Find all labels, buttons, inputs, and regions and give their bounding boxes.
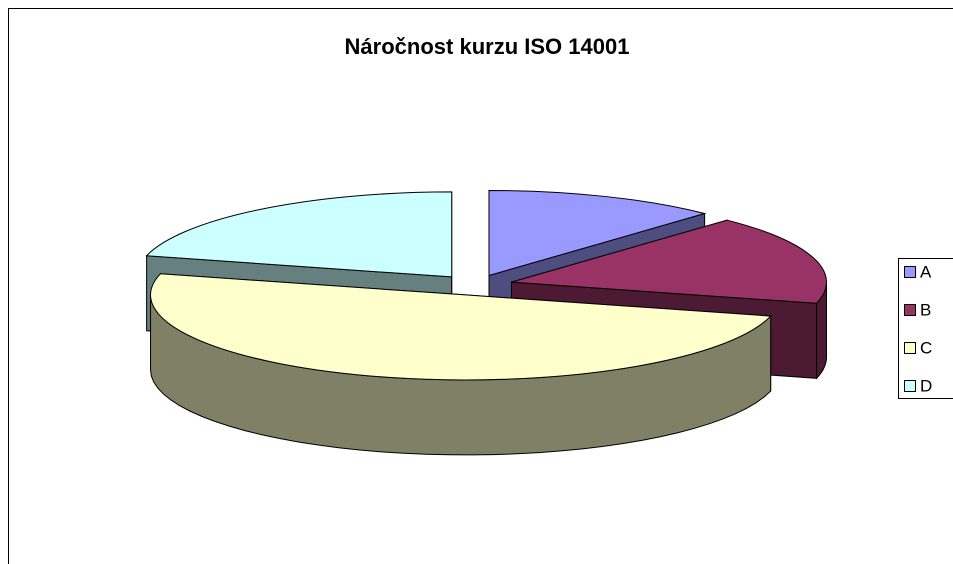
slice <box>150 273 772 456</box>
pie <box>145 189 827 456</box>
legend <box>898 258 953 399</box>
legend-label: B <box>920 300 931 319</box>
legend-swatch <box>904 304 916 316</box>
legend-label: A <box>920 262 932 281</box>
slice-top <box>488 189 707 277</box>
slice-top <box>150 273 772 381</box>
slice-top <box>511 219 827 304</box>
legend-swatch <box>904 380 916 392</box>
legend-swatch <box>904 266 916 278</box>
legend-swatch <box>904 342 916 354</box>
legend-label: D <box>920 376 932 395</box>
chart-title: Náročnost kurzu ISO 14001 <box>345 34 630 59</box>
slice-top <box>145 191 453 278</box>
legend-label: C <box>920 338 932 357</box>
